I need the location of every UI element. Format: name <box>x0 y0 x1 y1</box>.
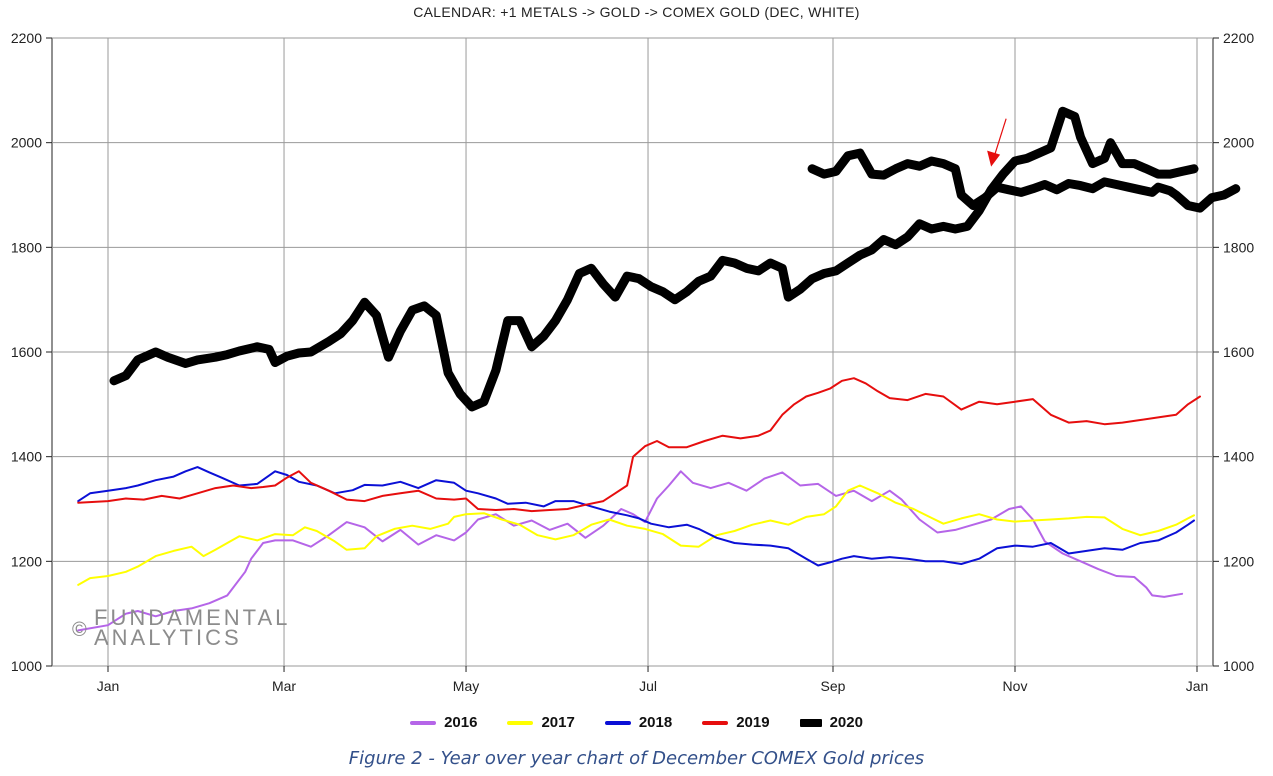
x-tick-label: Jan <box>1186 678 1209 694</box>
y-tick-label-right: 2000 <box>1223 135 1254 151</box>
legend-label: 2020 <box>829 714 863 731</box>
watermark-line1: FUNDAMENTAL <box>94 605 291 630</box>
legend-swatch <box>702 720 729 725</box>
x-axis: Jan Mar May Jul Sep Nov Jan <box>97 666 1209 694</box>
y-tick-label-right: 1400 <box>1223 449 1254 465</box>
y-tick-label-left: 2000 <box>11 135 42 151</box>
legend-label: 2017 <box>541 714 575 731</box>
y-tick-label-left: 1600 <box>11 344 42 360</box>
figure-caption: Figure 2 - Year over year chart of Decem… <box>348 748 925 769</box>
legend-item-2017[interactable]: 2017 <box>507 714 575 731</box>
series-line-2019 <box>77 377 1201 513</box>
x-tick-label: Mar <box>272 678 296 694</box>
y-axis-left: 1000 1200 1400 1600 1800 2000 2200 <box>11 30 52 674</box>
y-tick-label-left: 1400 <box>11 449 42 465</box>
y-tick-label-right: 1000 <box>1223 658 1254 674</box>
watermark-line2: ANALYTICS <box>94 625 242 650</box>
legend-item-2020[interactable]: 2020 <box>799 714 863 731</box>
copyright-symbol: © <box>72 619 90 641</box>
x-tick-label: Jan <box>97 678 120 694</box>
annotation-arrow <box>987 118 1007 167</box>
series-group <box>77 106 1241 632</box>
y-tick-label-right: 2200 <box>1223 30 1254 46</box>
x-tick-label: Nov <box>1003 678 1028 694</box>
y-tick-label-right: 1600 <box>1223 344 1254 360</box>
y-tick-label-left: 1000 <box>11 658 42 674</box>
y-tick-label-right: 1200 <box>1223 553 1254 569</box>
series-line-2018 <box>77 466 1195 567</box>
legend-item-2019[interactable]: 2019 <box>702 714 770 731</box>
legend-swatch <box>604 720 631 725</box>
y-axis-right: 1000 1200 1400 1600 1800 2000 2200 <box>1213 30 1254 674</box>
legend: 2016 2017 2018 2019 2020 <box>0 714 1273 731</box>
legend-label: 2019 <box>736 714 770 731</box>
legend-item-2018[interactable]: 2018 <box>604 714 673 731</box>
legend-swatch <box>799 718 822 727</box>
arrow-shaft <box>993 118 1007 157</box>
y-tick-label-left: 2200 <box>11 30 42 46</box>
x-tick-label: Jul <box>639 678 657 694</box>
legend-swatch <box>507 720 534 725</box>
series-line-2020-cont <box>807 148 1241 213</box>
y-tick-label-left: 1800 <box>11 239 42 255</box>
legend-item-2016[interactable]: 2016 <box>410 714 477 731</box>
arrow-head <box>987 150 1001 167</box>
legend-label: 2016 <box>444 714 478 731</box>
y-tick-label-right: 1800 <box>1223 239 1254 255</box>
legend-swatch <box>410 720 437 725</box>
x-tick-label: Sep <box>821 678 846 694</box>
x-tick-label: May <box>453 678 479 694</box>
chart-title: CALENDAR: +1 METALS -> GOLD -> COMEX GOL… <box>413 4 860 20</box>
series-line-2020 <box>109 106 1199 412</box>
series-line-2017 <box>77 484 1195 586</box>
y-tick-label-left: 1200 <box>11 553 42 569</box>
legend-label: 2018 <box>638 714 673 731</box>
